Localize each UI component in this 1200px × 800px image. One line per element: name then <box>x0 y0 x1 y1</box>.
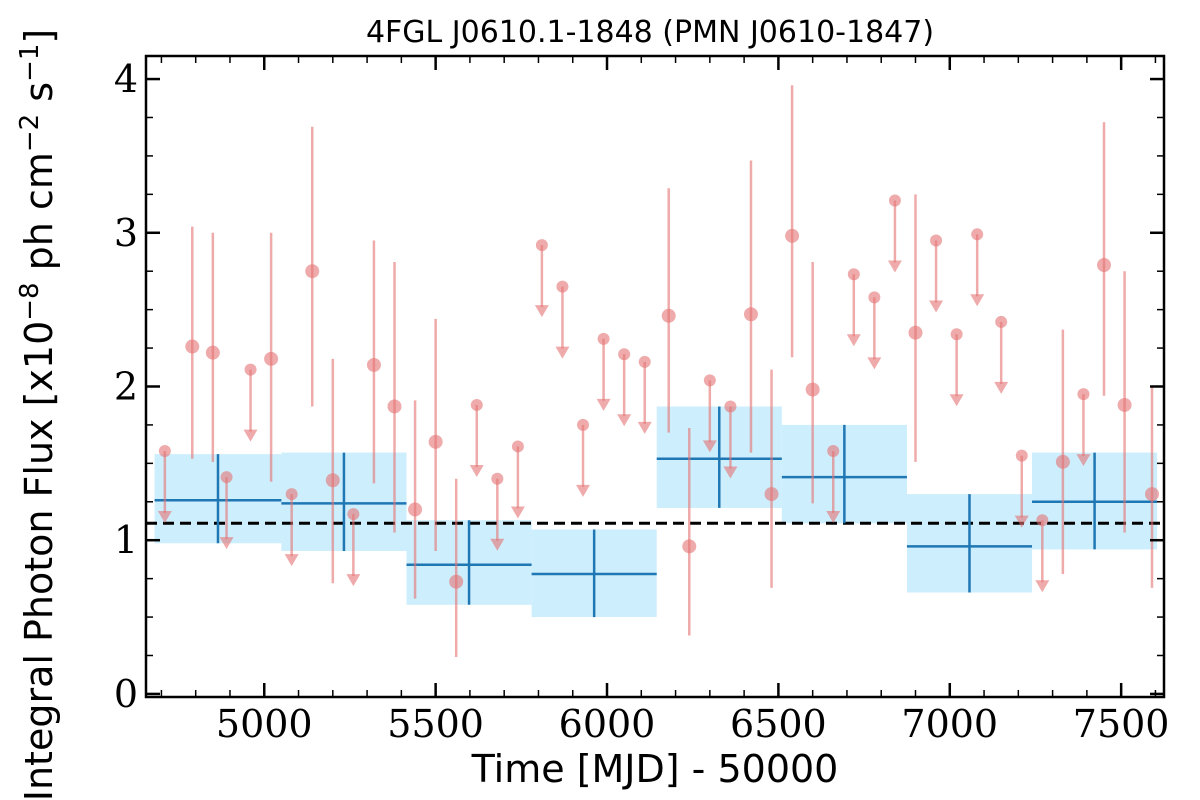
upper-limit-point <box>556 280 569 293</box>
upper-limit-point <box>827 445 840 458</box>
upper-limit-arrow <box>596 398 611 411</box>
y-tick-label: 3 <box>114 211 138 255</box>
upper-limit-arrow <box>826 511 841 524</box>
flux-point <box>387 399 402 414</box>
flux-point <box>1145 487 1160 502</box>
upper-limit-arrow <box>994 381 1009 394</box>
upper-limit-point <box>847 268 860 281</box>
y-axis-label: Integral Photon Flux [x10−8 ph cm−2 s−1] <box>15 29 61 800</box>
upper-limit-arrow <box>576 484 591 497</box>
flux-point <box>185 339 200 354</box>
upper-limit-arrow <box>929 300 944 313</box>
upper-limit-point <box>285 488 298 501</box>
upper-limit-arrow <box>887 260 902 273</box>
flux-point <box>449 574 464 589</box>
x-axis-label: Time [MJD] - 50000 <box>471 747 839 791</box>
upper-limit-point <box>535 239 548 252</box>
upper-limit-point <box>1036 514 1049 527</box>
upper-limit-point <box>971 228 984 241</box>
upper-limit-arrow <box>346 574 361 587</box>
plot-frame <box>144 54 1166 699</box>
upper-limit-arrow <box>949 394 964 407</box>
x-axis-ticks: 5000 5500 6000 6500 7000 7500 <box>160 56 1170 746</box>
upper-limit-arrow <box>243 429 258 442</box>
upper-limit-point <box>703 374 716 387</box>
upper-limit-point <box>1077 388 1090 401</box>
upper-limit-point <box>1015 449 1028 462</box>
x-tick-label: 7000 <box>901 702 998 746</box>
x-tick-label: 7500 <box>1073 702 1170 746</box>
flux-point <box>1055 454 1070 469</box>
upper-limit-arrow <box>1076 454 1091 467</box>
upper-limit-point <box>950 328 963 341</box>
flux-point <box>1097 258 1112 273</box>
upper-limit-point <box>347 508 360 521</box>
upper-limit-point <box>597 332 610 345</box>
upper-limit-arrow <box>1014 515 1029 528</box>
upper-limit-point <box>220 471 233 484</box>
bin-error-bands <box>154 406 1158 618</box>
y-tick-label: 2 <box>114 364 138 408</box>
x-tick-label: 5000 <box>216 702 313 746</box>
flux-point <box>908 325 923 340</box>
upper-limit-point <box>618 348 631 361</box>
upper-limit-arrow <box>490 538 505 551</box>
upper-limit-arrow <box>469 464 484 477</box>
y-tick-label: 0 <box>114 672 138 716</box>
x-tick-label: 6500 <box>730 702 827 746</box>
upper-limit-arrow <box>157 511 172 524</box>
upper-limit-point <box>491 472 504 485</box>
upper-limit-point <box>244 363 257 376</box>
upper-limit-point <box>470 398 483 411</box>
y-tick-label: 1 <box>114 518 138 562</box>
upper-limit-point <box>930 234 943 247</box>
flux-point <box>764 487 779 502</box>
flux-point <box>805 382 820 397</box>
upper-limit-arrow <box>555 346 570 359</box>
flux-point <box>366 357 381 372</box>
y-axis-ticks: 0 1 2 3 4 <box>114 57 1164 716</box>
chart-title: 4FGL J0610.1-1848 (PMN J0610-1847) <box>366 15 934 50</box>
upper-limit-point <box>638 355 651 368</box>
upper-limit-point <box>511 440 524 453</box>
upper-limit-arrow <box>702 440 717 453</box>
upper-limit-point <box>888 194 901 207</box>
flux-points <box>157 85 1160 658</box>
flux-point <box>205 345 220 360</box>
upper-limit-arrow <box>723 466 738 479</box>
plot-area <box>146 85 1164 658</box>
flux-point <box>428 434 443 449</box>
x-tick-label: 5500 <box>387 702 484 746</box>
upper-limit-arrow <box>1035 580 1050 593</box>
y-tick-label: 4 <box>114 57 138 101</box>
upper-limit-point <box>577 418 590 431</box>
flux-point <box>408 502 423 517</box>
upper-limit-arrow <box>846 334 861 347</box>
upper-limit-arrow <box>534 305 549 318</box>
upper-limit-arrow <box>510 506 525 519</box>
upper-limit-point <box>868 291 881 304</box>
flux-point <box>661 308 676 323</box>
upper-limit-arrow <box>867 357 882 370</box>
upper-limit-point <box>158 445 171 458</box>
flux-point <box>682 539 697 554</box>
flux-point <box>264 351 279 366</box>
flux-point <box>785 228 800 243</box>
upper-limit-arrow <box>637 421 652 434</box>
upper-limit-arrow <box>219 537 234 550</box>
x-tick-label: 6000 <box>559 702 656 746</box>
upper-limit-point <box>995 315 1008 328</box>
flux-point <box>325 473 340 488</box>
upper-limit-point <box>724 400 737 413</box>
binned-flux-points <box>154 406 1158 618</box>
upper-limit-arrow <box>617 414 632 427</box>
flux-point <box>305 264 320 279</box>
flux-point <box>1117 397 1132 412</box>
upper-limit-arrow <box>970 294 985 307</box>
flux-point <box>743 307 758 322</box>
upper-limit-arrow <box>284 554 299 567</box>
